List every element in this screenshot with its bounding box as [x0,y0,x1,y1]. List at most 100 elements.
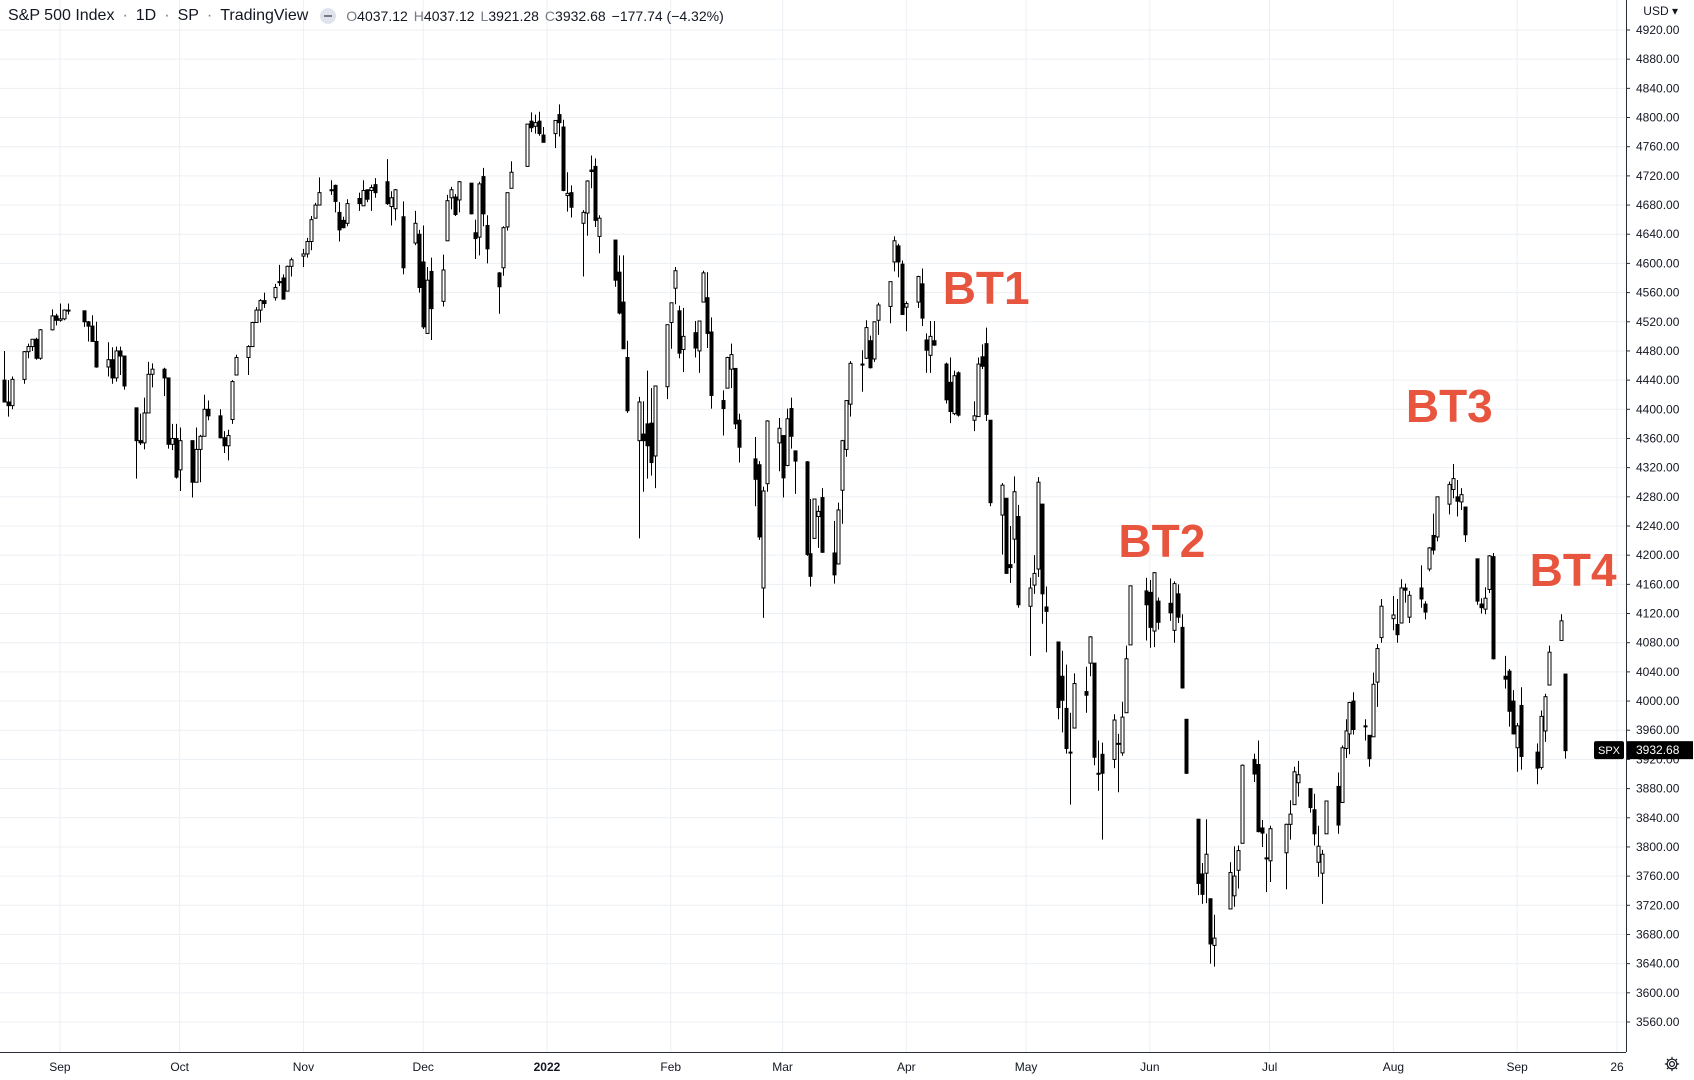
candle-down [589,155,594,189]
price-tick-label: 4800.00 [1636,111,1680,125]
candle-body [1112,719,1117,760]
change-value: −177.74 (−4.32%) [611,8,724,24]
time-tick-label: Apr [897,1060,916,1074]
candle-body [1044,606,1049,612]
candle-body [82,310,87,323]
candle-body [66,309,71,312]
candle-down [401,201,406,275]
candle-down [1403,583,1408,603]
candle-down [118,346,123,376]
candle-body [860,363,865,366]
candle-up [844,400,849,457]
candle-body [110,359,115,379]
candle-down [1519,687,1524,770]
price-axis[interactable]: 4920.00 4880.00 4840.00 4800.00 4760.00 4720.… [1626,0,1694,1080]
candle-down [793,450,798,494]
candle-up [1407,590,1412,624]
candle-body [1100,753,1105,774]
candle-up [477,181,482,256]
high-label: H [413,8,424,24]
candle-up [1427,547,1432,572]
candle-body [737,419,742,448]
time-tick-label: Jul [1262,1060,1277,1074]
candle-down [1100,742,1105,840]
source-label: TradingView [220,7,309,24]
candle-up [1012,476,1017,564]
candle-up [58,303,63,322]
time-tick-label: Sep [49,1060,71,1074]
candle-body [920,283,925,319]
price-tick-label: 4720.00 [1636,169,1680,183]
annotation-label: BT1 [943,262,1030,314]
price-tick-label: 4040.00 [1636,665,1680,679]
candle-body [541,134,546,143]
candle-up [1072,673,1077,729]
candle-body [206,408,211,417]
symbol-name[interactable]: S&P 500 Index [8,7,115,24]
candle-down [1144,577,1149,641]
collapse-legend-button[interactable] [320,8,337,24]
candle-up [1240,764,1245,844]
candle-body [361,189,366,207]
candle-body [565,192,570,197]
candle-up [501,226,506,276]
price-tick-label: 4760.00 [1636,140,1680,154]
price-tick-label: 3680.00 [1636,927,1680,941]
candle-body [1240,764,1245,844]
price-tick-label: 4440.00 [1636,373,1680,387]
candle-up [226,429,231,461]
candle-down [1455,480,1460,517]
candle-up [146,361,151,414]
candle-body [916,276,921,303]
candle-body [1336,785,1341,826]
chart-settings-button[interactable] [1662,1054,1682,1074]
candle-body [401,216,406,269]
candle-body [162,368,167,379]
candle-body [505,192,510,228]
candle-up [449,186,454,210]
candle-body [1435,496,1440,538]
candle-up [1296,760,1301,797]
candle-body [1212,937,1217,946]
candle-body [118,350,123,357]
candle-body [864,327,869,359]
candle-body [1120,716,1125,754]
time-axis[interactable]: Sep Oct Nov Dec 2022 Feb Mar Apr May Jun Jul Aug Sep… [0,1052,1626,1080]
candle-up [505,192,510,231]
candle-body [289,259,294,267]
price-axis-bg [1626,0,1694,1080]
time-tick-label: May [1015,1060,1038,1074]
chart-header: S&P 500 Index · 1D · SP · TradingView O4… [8,6,724,26]
candle-down [1308,788,1313,813]
candle-body [393,189,398,210]
candle-body [1487,555,1492,590]
candle-down [900,260,905,315]
candle-down [1092,662,1097,766]
candle-down [1256,740,1261,833]
candle-up [246,345,251,376]
candle-body [928,335,933,356]
candle-body [613,239,618,281]
candle-body [1399,587,1404,624]
currency-selector[interactable]: USD ▾ [1641,4,1680,18]
candle-body [429,270,434,310]
candle-down [693,321,698,358]
price-tick-label: 4560.00 [1636,286,1680,300]
candle-up [1128,585,1133,646]
candle-body [677,310,682,354]
candle-up [142,397,147,450]
candle-body [345,203,350,224]
candle-up [1284,823,1289,890]
candle-up [1487,555,1492,594]
candle-up [285,265,290,292]
candle-body [1455,496,1460,502]
candle-body [150,368,155,375]
candle-down [497,272,502,314]
candle-up [106,342,111,377]
candle-body [1040,503,1045,595]
interval-label[interactable]: 1D [135,7,157,24]
candle-body [218,415,223,439]
candle-body [641,433,646,442]
price-tick-label: 4600.00 [1636,256,1680,270]
